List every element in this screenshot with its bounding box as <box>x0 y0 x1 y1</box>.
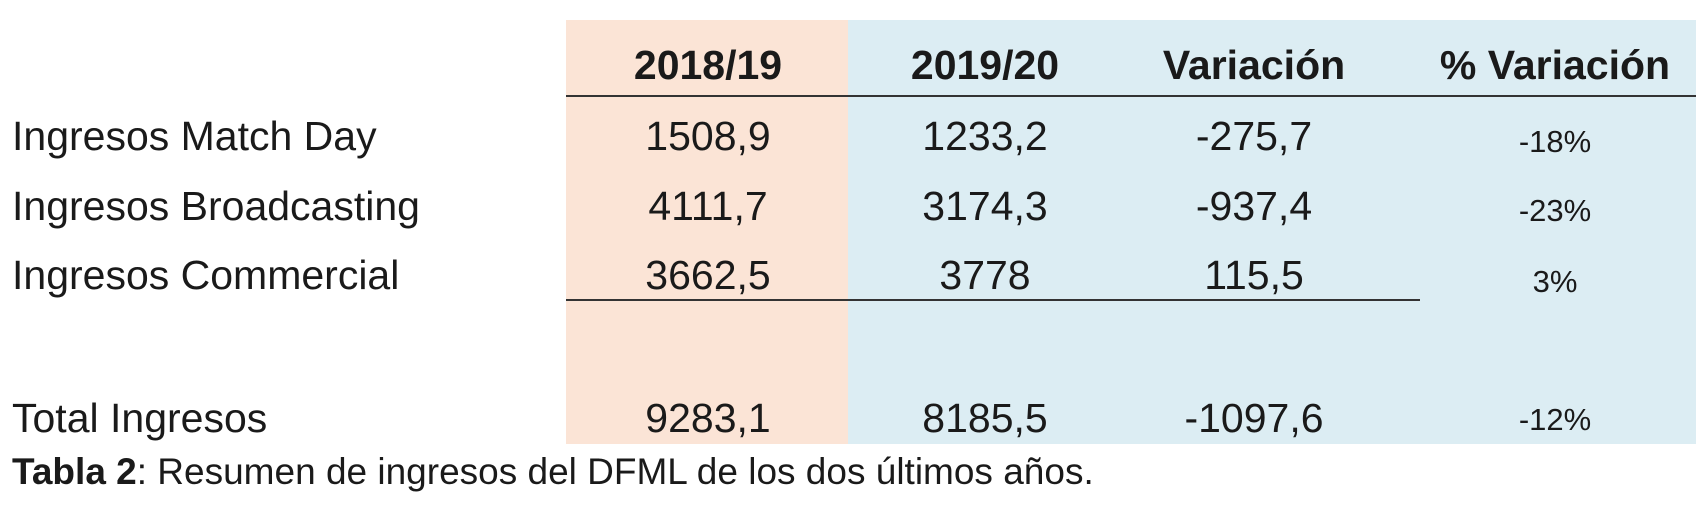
row-label-total: Total Ingresos <box>12 395 268 441</box>
cell-total-pct: -12% <box>1518 402 1592 437</box>
row-label-commercial: Ingresos Commercial <box>12 252 400 298</box>
cell-commercial-pct: 3% <box>1532 264 1578 299</box>
caption-label: Tabla 2 <box>12 451 137 492</box>
subtotal-rule <box>566 299 1420 301</box>
header-2019-20: 2019/20 <box>910 42 1060 88</box>
row-label-broadcasting: Ingresos Broadcasting <box>12 183 420 229</box>
caption-text: : Resumen de ingresos del DFML de los do… <box>136 451 1094 492</box>
header-2018-19: 2018/19 <box>633 42 783 88</box>
column-2019-20-background <box>848 20 1696 444</box>
cell-broadcasting-variacion: -937,4 <box>1195 183 1313 229</box>
cell-match-day-variacion: -275,7 <box>1195 113 1313 159</box>
row-label-match-day: Ingresos Match Day <box>12 113 377 159</box>
cell-total-variacion: -1097,6 <box>1184 395 1324 441</box>
cell-commercial-2018: 3662,5 <box>645 252 771 298</box>
cell-broadcasting-2018: 4111,7 <box>648 183 768 229</box>
header-pct-variacion: % Variación <box>1439 42 1671 88</box>
cell-match-day-pct: -18% <box>1518 124 1592 159</box>
cell-broadcasting-pct: -23% <box>1518 193 1592 228</box>
table-caption: Tabla 2: Resumen de ingresos del DFML de… <box>12 453 1094 490</box>
column-2018-19-background <box>566 20 848 444</box>
cell-commercial-variacion: 115,5 <box>1204 252 1304 298</box>
header-variacion: Variación <box>1162 42 1346 88</box>
cell-match-day-2018: 1508,9 <box>645 113 771 159</box>
cell-match-day-2019: 1233,2 <box>922 113 1048 159</box>
cell-total-2019: 8185,5 <box>922 395 1048 441</box>
cell-commercial-2019: 3778 <box>939 252 1031 298</box>
cell-broadcasting-2019: 3174,3 <box>922 183 1048 229</box>
header-rule <box>566 95 1696 97</box>
cell-total-2018: 9283,1 <box>645 395 771 441</box>
